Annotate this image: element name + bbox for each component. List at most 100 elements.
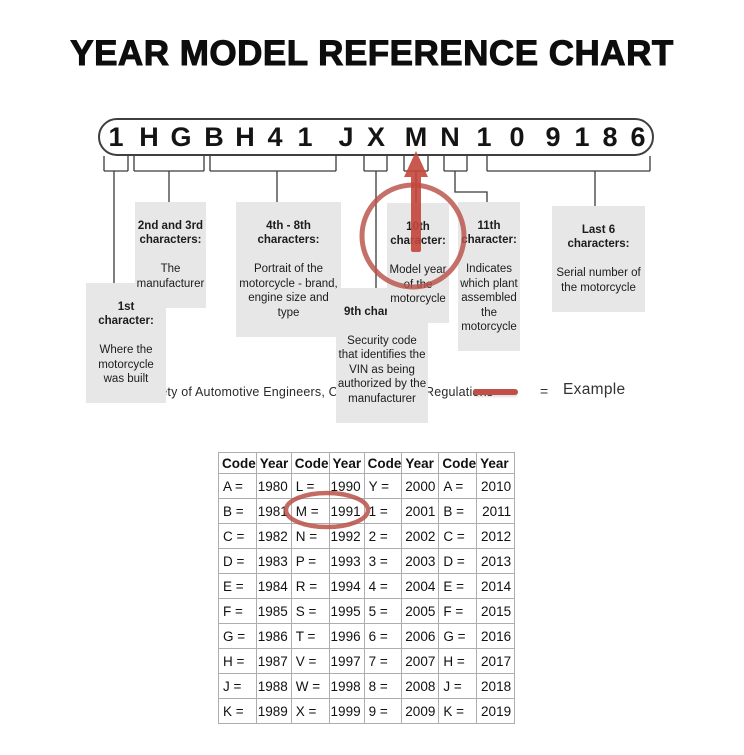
code-cell: 1 =	[363, 498, 403, 524]
callout-heading: Last 6 characters:	[567, 223, 630, 251]
year-cell: 1986	[255, 623, 292, 649]
year-cell: 1996	[328, 623, 365, 649]
code-cell: 8 =	[363, 673, 403, 699]
year-cell: 1987	[255, 648, 292, 674]
legend-label: Example	[563, 381, 626, 398]
year-cell: 2002	[401, 523, 440, 549]
table-row: D = 1983 P = 1993 3 = 2003 D = 2013	[218, 548, 516, 574]
vin-character: 4	[267, 122, 283, 152]
table-header-cell: Code	[363, 452, 403, 474]
code-cell: D =	[218, 548, 257, 574]
code-cell: G =	[218, 623, 257, 649]
code-cell: W =	[290, 673, 330, 699]
table-row: A = 1980 L = 1990 Y = 2000 A = 2010	[218, 473, 516, 499]
vin-character: 1	[108, 122, 124, 152]
year-cell: 1998	[328, 673, 365, 699]
code-cell: A =	[218, 473, 257, 499]
callout-heading: 2nd and 3rd characters:	[137, 219, 204, 247]
code-cell: G =	[438, 623, 478, 649]
code-cell: 7 =	[363, 648, 403, 674]
code-cell: Y =	[363, 473, 403, 499]
code-cell: J =	[218, 673, 257, 699]
code-cell: B =	[218, 498, 257, 524]
year-cell: 1983	[255, 548, 292, 574]
vin-character: J	[338, 122, 354, 152]
callout-body: The manufacturer	[136, 263, 205, 290]
vin-character: X	[366, 122, 385, 152]
year-cell: 2017	[476, 648, 516, 674]
year-cell: 1989	[255, 698, 292, 724]
code-cell: 9 =	[363, 698, 403, 724]
code-cell: A =	[438, 473, 478, 499]
table-header-cell: Code	[218, 452, 257, 474]
vin-character: N	[440, 122, 460, 152]
code-cell: L =	[290, 473, 330, 499]
code-cell: N =	[290, 523, 330, 549]
year-cell: 1984	[255, 573, 292, 599]
code-cell: 5 =	[363, 598, 403, 624]
table-row: H = 1987 V = 1997 7 = 2007 H = 2017	[218, 648, 516, 674]
callout-body: Indicates which plant assembled the moto…	[460, 263, 518, 333]
code-cell: H =	[438, 648, 478, 674]
table-header-cell: Year	[476, 452, 516, 474]
vin-character: G	[170, 122, 192, 152]
year-cell: 2010	[476, 473, 516, 499]
code-cell: B =	[438, 498, 478, 524]
code-cell: S =	[290, 598, 330, 624]
callout-body: Security code that identifies the VIN as…	[337, 334, 427, 405]
callout-body: Where the motorcycle was built	[98, 344, 154, 385]
year-cell: 1993	[328, 548, 365, 574]
callout-body: Serial number of the motorcycle	[556, 267, 641, 294]
vin-character: 1	[574, 122, 590, 152]
year-cell: 1992	[328, 523, 365, 549]
legend-equals: =	[540, 383, 549, 399]
table-header-cell: Code	[438, 452, 478, 474]
callout-body: Portrait of the motorcycle - brand, engi…	[239, 263, 338, 319]
table-header-cell: Year	[328, 452, 365, 474]
code-cell: K =	[218, 698, 257, 724]
year-cell: 2009	[401, 698, 440, 724]
code-cell: H =	[218, 648, 257, 674]
callout-10th-character: 10th character: Model year of the motorc…	[387, 203, 449, 323]
year-cell: 1997	[328, 648, 365, 674]
table-row: F = 1985 S = 1995 5 = 2005 F = 2015	[218, 598, 516, 624]
callout-9th-character: 9th character: Security code that identi…	[336, 288, 428, 423]
callout-11th-character: 11th character: Indicates which plant as…	[458, 202, 520, 351]
code-cell: E =	[438, 573, 478, 599]
code-cell: 4 =	[363, 573, 403, 599]
year-cell: 1999	[328, 698, 365, 724]
year-cell: 2006	[401, 623, 440, 649]
vin-character: 0	[509, 122, 525, 152]
vin-character: H	[235, 122, 255, 152]
year-cell: 2004	[401, 573, 440, 599]
callout-4th-8th-characters: 4th - 8th characters: Portrait of the mo…	[236, 202, 341, 337]
vin-character: 1	[297, 122, 313, 152]
vin-number-box: 1 H G B H 4 1 J X M N 1 0 9 1 8 6	[98, 118, 654, 156]
vin-character: 8	[602, 122, 618, 152]
callout-2nd-3rd-characters: 2nd and 3rd characters: The manufacturer	[135, 202, 206, 308]
year-cell: 2018	[476, 673, 516, 699]
vin-character: 6	[630, 122, 646, 152]
code-cell: F =	[218, 598, 257, 624]
year-cell: 1990	[328, 473, 365, 499]
code-cell: R =	[290, 573, 330, 599]
code-cell: C =	[218, 523, 257, 549]
callout-heading: 11th character:	[461, 219, 517, 247]
callout-heading: 10th character:	[390, 220, 446, 248]
callout-heading: 1st character:	[98, 300, 154, 328]
table-row: K = 1989 X = 1999 9 = 2009 K = 2019	[218, 698, 516, 724]
year-cell: 2012	[476, 523, 516, 549]
page-title: YEAR MODEL REFERENCE CHART	[70, 34, 674, 74]
code-cell: F =	[438, 598, 478, 624]
vin-character: M	[404, 122, 428, 152]
code-cell: C =	[438, 523, 478, 549]
code-cell: D =	[438, 548, 478, 574]
callout-body: Model year of the motorcycle	[389, 264, 447, 305]
code-cell: J =	[438, 673, 478, 699]
code-cell: X =	[290, 698, 330, 724]
year-cell: 2001	[401, 498, 440, 524]
year-cell: 1980	[255, 473, 292, 499]
year-cell: 2007	[401, 648, 440, 674]
year-cell: 2015	[476, 598, 516, 624]
table-row: J = 1988 W = 1998 8 = 2008 J = 2018	[218, 673, 516, 699]
